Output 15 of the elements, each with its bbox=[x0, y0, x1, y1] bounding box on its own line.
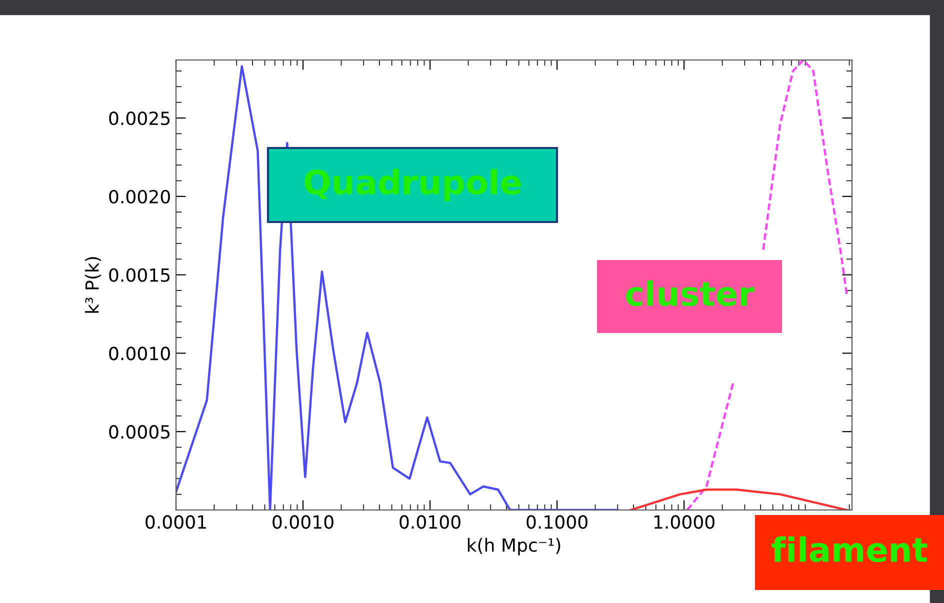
x-tick-label: 0.1000 bbox=[526, 515, 588, 529]
x-tick-label: 0.0001 bbox=[146, 515, 206, 529]
series-label: cluster bbox=[626, 280, 754, 306]
y-tick-label: 0.0020 bbox=[109, 190, 170, 204]
x-tick-label: 0.0100 bbox=[400, 515, 460, 529]
x-axis-title: k(h Mpc⁻¹) bbox=[468, 538, 560, 556]
y-tick-label: 0.0005 bbox=[109, 425, 170, 439]
y-tick-label: 0.0010 bbox=[109, 346, 170, 360]
x-tick-label: 1.0000 bbox=[654, 515, 714, 529]
y-tick-label: 0.0025 bbox=[109, 111, 170, 126]
y-tick-label: 0.0015 bbox=[109, 268, 170, 282]
x-tick-label: 0.0010 bbox=[272, 515, 334, 529]
series-label: filament bbox=[772, 536, 928, 562]
y-axis-title: k³ P(k) bbox=[84, 257, 102, 313]
series-label: Quadrupole bbox=[304, 168, 521, 202]
